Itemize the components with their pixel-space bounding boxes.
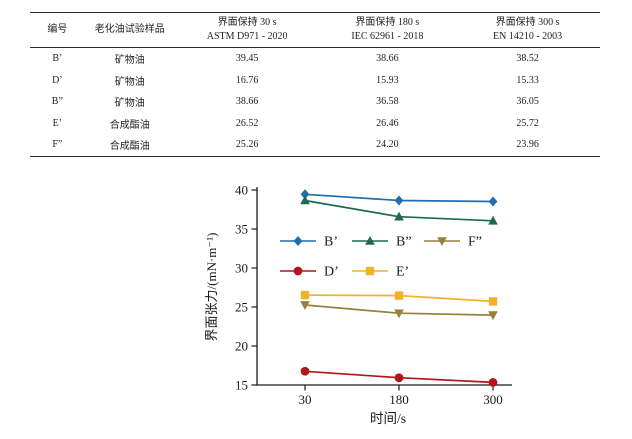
data-point-marker: [488, 297, 498, 306]
data-point-marker: [394, 195, 404, 206]
sample-id-cell: F”: [52, 139, 63, 151]
interfacial-tension-line-chart: 15 20 25 30 35 40 30 180 300 界面张力/(mN·m⁻¹) 时间/s B’ B…: [204, 183, 512, 426]
legend-item: D’: [280, 265, 339, 280]
legend-item: B”: [352, 235, 412, 250]
table-bottom-rule: [30, 155, 600, 157]
y-tick-label: 35: [235, 222, 248, 237]
table-row: D’ 矿物油 16.76 15.93 15.33: [30, 70, 600, 92]
data-point-marker: [394, 373, 404, 383]
column-header-line1: 老化油试验样品: [94, 24, 165, 35]
legend-label: B’: [324, 235, 338, 250]
column-header-line2: EN 14210 - 2003: [492, 31, 563, 42]
data-point-marker: [488, 215, 498, 225]
data-point-marker: [488, 378, 498, 387]
column-header: 编号: [30, 13, 85, 47]
legend-marker: [437, 237, 447, 246]
x-tick-label: 30: [299, 392, 312, 407]
sample-id-cell: B’: [52, 53, 63, 65]
value-cell: 25.26: [235, 139, 259, 151]
value-cell: 36.58: [376, 96, 399, 108]
data-point-marker: [488, 196, 498, 207]
value-cell: 15.93: [376, 74, 399, 86]
value-cell: 24.20: [376, 139, 399, 151]
column-header-line2: IEC 62961 - 2018: [351, 31, 424, 42]
table-body: B’ 矿物油 39.45 38.66 38.52 D’ 矿物油 16.76 15.93 15.33…: [30, 48, 600, 156]
value-cell: 38.66: [376, 53, 399, 65]
value-cell: 16.76: [235, 74, 259, 86]
table-row: E’ 合成酯油 26.52 26.46 25.72: [30, 113, 600, 135]
y-tick-label: 30: [235, 261, 248, 276]
x-tick-label: 300: [483, 392, 503, 407]
sample-id-cell: E’: [52, 117, 63, 129]
sample-type-cell: 矿物油: [114, 55, 145, 67]
value-cell: 25.72: [516, 117, 539, 129]
column-header: 界面保持 180 s IEC 62961 - 2018: [320, 13, 456, 47]
legend-marker: [293, 236, 303, 246]
sample-type-cell: 矿物油: [114, 76, 145, 88]
table-header-row: 编号 老化油试验样品 界面保持 30 s ASTM D971 - 2020 界面保持 1…: [30, 13, 600, 47]
data-point-marker: [300, 195, 310, 205]
legend-item: F”: [424, 235, 482, 250]
table-header-rule: [30, 47, 600, 48]
data-point-marker: [488, 311, 498, 321]
column-header-line2: ASTM D971 - 2020: [206, 31, 288, 42]
x-tick-label: 180: [389, 392, 409, 407]
column-header-line1: 界面保持 30 s: [217, 17, 277, 28]
data-point-marker: [394, 211, 404, 221]
legend-item: B’: [280, 235, 338, 250]
value-cell: 36.05: [516, 96, 539, 108]
legend-label: D’: [324, 265, 339, 280]
x-axis-title: 时间/s: [370, 411, 406, 426]
table-row: B” 矿物油 38.66 36.58 36.05: [30, 91, 600, 113]
table-top-rule: [30, 12, 600, 13]
value-cell: 38.66: [235, 96, 259, 108]
table-row: B’ 矿物油 39.45 38.66 38.52: [30, 48, 600, 70]
value-cell: 15.33: [516, 74, 539, 86]
data-point-marker: [394, 291, 404, 300]
legend-marker: [365, 236, 375, 245]
legend-label: F”: [468, 235, 482, 250]
value-cell: 39.45: [235, 53, 259, 65]
data-point-marker: [300, 290, 310, 300]
value-cell: 26.52: [235, 117, 259, 129]
value-cell: 26.46: [376, 117, 399, 129]
y-tick-label: 15: [235, 378, 248, 393]
data-point-marker: [300, 301, 310, 310]
data-point-marker: [300, 366, 310, 376]
y-tick-label: 20: [235, 339, 248, 354]
y-tick-label: 25: [235, 300, 248, 315]
column-header-line1: 编号: [47, 24, 68, 35]
value-cell: 23.96: [516, 139, 539, 151]
sample-type-cell: 合成酯油: [109, 119, 150, 131]
column-header: 老化油试验样品: [85, 13, 175, 47]
value-cell: 38.52: [516, 53, 539, 65]
legend-item: E’: [352, 265, 409, 280]
column-header: 界面保持 30 s ASTM D971 - 2020: [175, 13, 320, 47]
column-header-line1: 界面保持 300 s: [495, 17, 560, 28]
legend-marker: [365, 266, 375, 276]
y-tick-label: 40: [235, 183, 248, 198]
data-point-marker: [394, 309, 404, 319]
results-table: 编号 老化油试验样品 界面保持 30 s ASTM D971 - 2020 界面保持 1…: [30, 12, 600, 157]
sample-id-cell: B”: [51, 96, 63, 108]
column-header: 界面保持 300 s EN 14210 - 2003: [455, 13, 600, 47]
table-row: F” 合成酯油 25.26 24.20 23.96: [30, 134, 600, 156]
legend-label: B”: [396, 235, 412, 250]
column-header-line1: 界面保持 180 s: [355, 17, 420, 28]
legend-label: E’: [396, 265, 409, 280]
legend-marker: [293, 266, 303, 276]
sample-id-cell: D’: [52, 74, 63, 86]
sample-type-cell: 矿物油: [114, 98, 145, 110]
y-axis-title: 界面张力/(mN·m⁻¹): [204, 233, 219, 342]
sample-type-cell: 合成酯油: [109, 141, 150, 153]
